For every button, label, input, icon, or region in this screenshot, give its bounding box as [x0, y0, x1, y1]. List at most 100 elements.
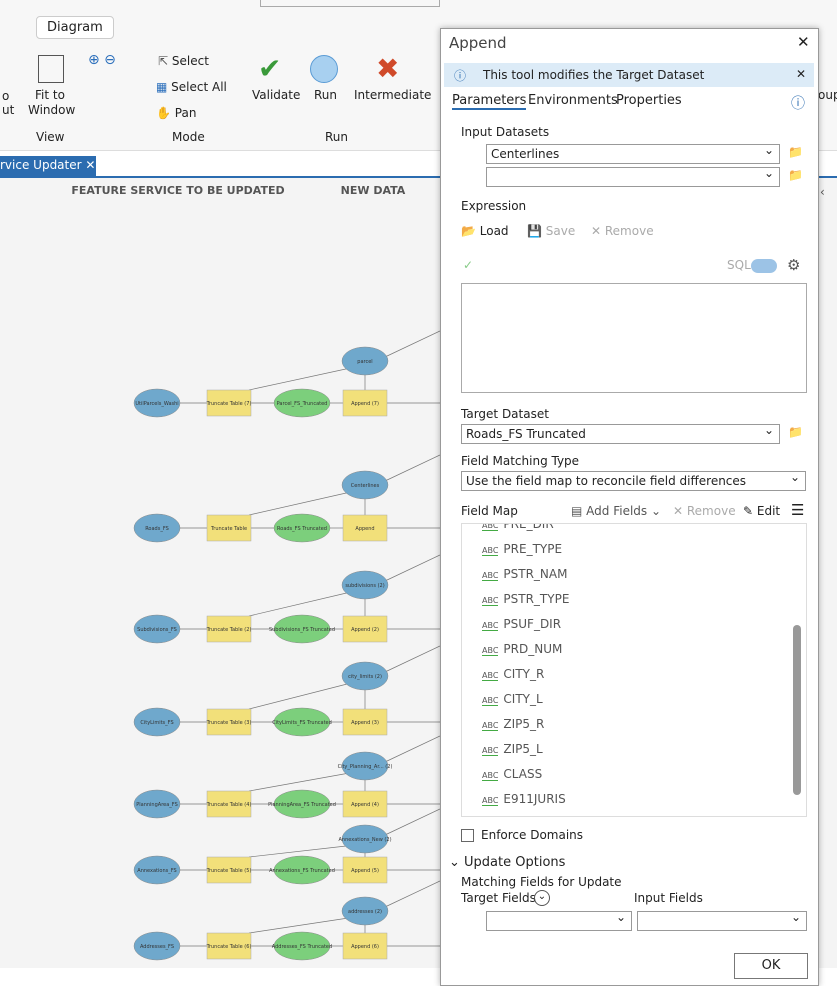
dropdown[interactable]: [486, 910, 632, 931]
button[interactable]: ▤ Add Fields ⌄: [571, 504, 662, 518]
label: Remove: [686, 504, 736, 518]
connector: [248, 366, 356, 391]
connector: [248, 771, 356, 792]
button-label: ut: [2, 103, 15, 117]
expand[interactable]: ⌄: [534, 890, 550, 906]
field-icon: ABC: [482, 696, 499, 706]
scrollbar[interactable]: [793, 625, 801, 795]
field-row[interactable]: ABC E911JURIS: [482, 792, 566, 806]
label: Input Fields: [634, 891, 703, 905]
menu[interactable]: ☰: [791, 501, 805, 519]
connector: [384, 880, 440, 908]
button[interactable]: ✎ Edit: [743, 504, 781, 518]
tab[interactable]: Parameters: [452, 93, 527, 110]
label: Enforce Domains: [481, 828, 584, 842]
collapse[interactable]: ‹: [820, 185, 825, 199]
field-row[interactable]: ABC ZIP5_R: [482, 717, 544, 731]
folder[interactable]: 📁: [788, 425, 803, 439]
label: Target Dataset: [461, 407, 549, 421]
field-name: PRE_TYPE: [503, 542, 563, 556]
dropdown[interactable]: [486, 166, 780, 187]
label: rvice Updater: [0, 158, 82, 172]
label: Update Options: [464, 855, 566, 870]
toggle[interactable]: [751, 259, 777, 273]
dropdown[interactable]: Roads_FS Truncated: [461, 423, 780, 444]
button[interactable]: ✕ Remove: [673, 504, 736, 518]
node: [206, 615, 252, 643]
check: ✓: [463, 258, 474, 272]
label: Field Map: [461, 504, 518, 518]
dropdown[interactable]: Use the field map to reconcile field dif…: [461, 470, 806, 491]
node-label: Append (3): [351, 720, 379, 726]
dropdown[interactable]: [637, 910, 807, 931]
label: Load: [479, 224, 509, 238]
doc-tab[interactable]: rvice Updater ✕: [0, 156, 96, 176]
folder[interactable]: 📁: [788, 168, 803, 182]
field-row[interactable]: ABC PSUF_DIR: [482, 617, 561, 631]
node-label: Truncate Table (7): [206, 401, 252, 407]
settings[interactable]: ⚙: [787, 256, 801, 274]
node-label: Subdivisions_FS: [137, 627, 177, 633]
connector: [384, 330, 440, 358]
section[interactable]: ⌄ Update Options: [449, 855, 566, 870]
field-row[interactable]: ABC CITY_L: [482, 692, 543, 706]
button-label[interactable]: ▦ Select All: [156, 80, 227, 94]
field-row[interactable]: ABC CLASS: [482, 767, 542, 781]
folder[interactable]: 📁: [788, 145, 803, 159]
button[interactable]: 📂 Load: [461, 224, 509, 238]
field-icon: ABC: [482, 546, 499, 556]
ok-button[interactable]: OK: [734, 953, 808, 979]
field-icon: ABC: [482, 621, 499, 631]
node-label: Append (7): [351, 401, 379, 407]
fit-icon: [38, 55, 64, 83]
node-label: Annexations_FS Truncated: [269, 868, 335, 874]
connector: [248, 916, 356, 934]
connector: [248, 590, 356, 617]
node: [273, 855, 331, 885]
dropdown[interactable]: Centerlines: [486, 143, 780, 164]
button-label[interactable]: Fit to Window: [28, 88, 76, 117]
field-row[interactable]: ABC PSTR_NAM: [482, 567, 567, 581]
field-row[interactable]: ABC PRE_DIR: [482, 523, 554, 531]
field-row[interactable]: ABC ZIP5_L: [482, 742, 543, 756]
ribbon-tab[interactable]: Diagram: [36, 16, 114, 39]
button-label[interactable]: ✋ Pan: [156, 106, 197, 120]
button[interactable]: 💾 Save: [527, 224, 576, 238]
group-label: Mode: [172, 130, 205, 144]
label: Edit: [756, 504, 781, 518]
close[interactable]: ✕: [797, 33, 810, 51]
button-label[interactable]: Intermediate: [354, 88, 432, 102]
node-label: Roads_FS: [145, 526, 169, 532]
node-label: city_limits (2): [348, 674, 382, 680]
expression-box[interactable]: [461, 283, 807, 393]
button-label[interactable]: Run: [314, 88, 338, 102]
field-row[interactable]: ABC PSTR_TYPE: [482, 592, 569, 606]
dialog-title: Append: [449, 34, 507, 52]
button-label[interactable]: Validate: [252, 88, 301, 102]
node-label: Truncate Table (5): [206, 868, 252, 874]
field-name: CLASS: [503, 767, 543, 781]
help[interactable]: ⓘ: [791, 96, 805, 112]
zoom-icons[interactable]: ⊕ ⊖: [88, 52, 116, 68]
node: [341, 470, 389, 500]
field-icon: ABC: [482, 771, 499, 781]
button-label[interactable]: ⇱ Select: [158, 54, 209, 68]
field-row[interactable]: ABC CITY_R: [482, 667, 544, 681]
field-icon: ABC: [482, 523, 499, 531]
tab[interactable]: Properties: [616, 93, 682, 108]
intermediate-icon: ✖: [376, 52, 400, 85]
node-label: Append (2): [351, 627, 379, 633]
field-row[interactable]: ABC PRE_TYPE: [482, 542, 562, 556]
tab[interactable]: Environments: [528, 93, 618, 108]
checkbox[interactable]: [461, 829, 474, 842]
button-label: o: [2, 89, 10, 103]
search-box[interactable]: [260, 0, 440, 7]
node: [342, 708, 388, 736]
node: [206, 514, 252, 542]
button[interactable]: ✕ Remove: [591, 224, 654, 238]
node: [206, 389, 252, 417]
node: [273, 789, 331, 819]
node: [342, 932, 388, 960]
field-row[interactable]: ABC PRD_NUM: [482, 642, 562, 656]
